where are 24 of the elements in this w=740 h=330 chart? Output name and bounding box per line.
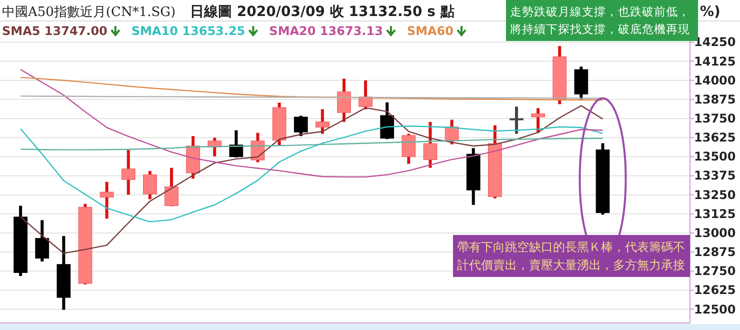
- ytick: 13000: [694, 226, 736, 240]
- ytick: 13750: [694, 112, 736, 126]
- subtitle: 日線圖 2020/03/09 收 13132.50 s 點: [190, 4, 454, 20]
- legend: SMA20 13673.13: [269, 24, 383, 38]
- ytick: 12500: [694, 302, 736, 316]
- ytick: 13125: [694, 206, 736, 221]
- annotation: 走勢跌破月線支撐，也跌破前低，將持續下探找支撐，破底危機再現: [506, 0, 698, 41]
- ytick: 13500: [694, 150, 736, 164]
- ytick: 13375: [694, 168, 736, 183]
- ytick: 12875: [694, 245, 736, 260]
- annotation: 帶有下向跳空缺口的長黑Ｋ棒，代表籌碼不計代價賣出，賣壓大量湧出，多方無力承接: [453, 234, 690, 277]
- ytick: 12750: [694, 264, 736, 278]
- ytick: 14125: [694, 54, 736, 68]
- ytick: 12625: [694, 283, 736, 298]
- annotation: 走勢跌破月線支撐，也跌破前低，將持續下探找支撐，破底危機再現: [510, 4, 690, 36]
- legend: SMA5 13747.00: [2, 24, 108, 38]
- legend: SMA60: [406, 24, 454, 38]
- ytick: 13625: [694, 130, 736, 145]
- annotation: %): [700, 4, 720, 20]
- ytick: 13250: [694, 188, 736, 202]
- ytick: 13875: [694, 92, 736, 106]
- ytick: 14000: [694, 73, 736, 88]
- title: 中國A50指數近月(CN*1.SG): [2, 5, 176, 20]
- legend: SMA10 13653.25: [131, 24, 246, 38]
